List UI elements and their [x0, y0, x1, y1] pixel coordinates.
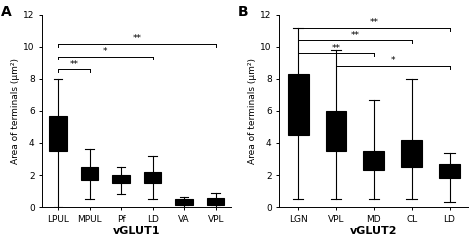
Y-axis label: Area of terminals (μm²): Area of terminals (μm²): [11, 58, 20, 164]
PathPatch shape: [401, 140, 422, 167]
PathPatch shape: [326, 111, 346, 151]
Text: *: *: [103, 47, 108, 56]
PathPatch shape: [81, 167, 98, 180]
PathPatch shape: [49, 116, 67, 151]
Y-axis label: Area of terminals (μm²): Area of terminals (μm²): [248, 58, 257, 164]
Text: **: **: [69, 60, 78, 68]
Text: **: **: [369, 18, 378, 27]
PathPatch shape: [112, 175, 130, 183]
Text: A: A: [0, 5, 11, 19]
PathPatch shape: [175, 199, 193, 205]
Text: *: *: [391, 56, 395, 65]
PathPatch shape: [144, 172, 161, 183]
PathPatch shape: [207, 198, 224, 205]
Text: **: **: [132, 34, 141, 43]
Text: **: **: [350, 31, 359, 40]
PathPatch shape: [364, 151, 384, 170]
X-axis label: vGLUT2: vGLUT2: [350, 227, 398, 236]
PathPatch shape: [288, 74, 309, 135]
X-axis label: vGLUT1: vGLUT1: [113, 227, 161, 236]
PathPatch shape: [439, 164, 460, 178]
Text: B: B: [237, 5, 248, 19]
Text: **: **: [331, 44, 340, 53]
